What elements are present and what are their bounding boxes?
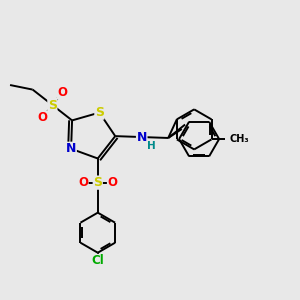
Text: Cl: Cl xyxy=(92,254,104,268)
Text: CH₃: CH₃ xyxy=(230,134,249,144)
Text: S: S xyxy=(48,98,57,112)
Text: S: S xyxy=(95,106,104,119)
Text: H: H xyxy=(147,142,155,152)
Text: N: N xyxy=(136,130,147,143)
Text: O: O xyxy=(57,86,67,99)
Text: O: O xyxy=(107,176,118,189)
Text: O: O xyxy=(78,176,88,189)
Text: N: N xyxy=(66,142,76,155)
Text: O: O xyxy=(38,111,47,124)
Text: S: S xyxy=(93,176,102,189)
